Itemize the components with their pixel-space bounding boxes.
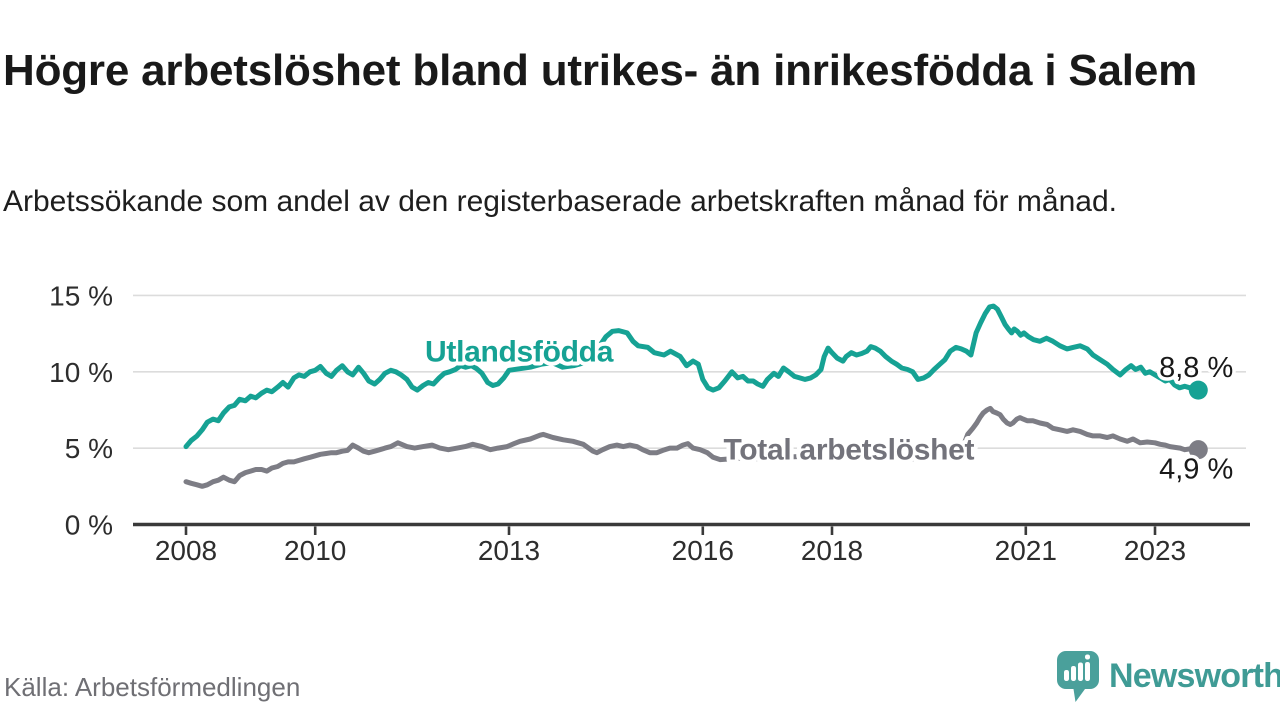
x-axis-label-2010: 2010 xyxy=(284,535,346,566)
end-value-label-total: 4,9 % xyxy=(1159,454,1233,486)
unemployment-line-chart: Utlandsfödda Total arbetslöshet 0 % 5 % 10 %… xyxy=(49,280,1250,566)
y-axis-label-10: 10 % xyxy=(49,357,113,388)
brand-name: Newsworthy xyxy=(1109,657,1280,695)
series-label-utlandsfodda: Utlandsfödda xyxy=(425,335,614,368)
page-subtitle: Arbetssökande som andel av den registerb… xyxy=(3,185,1117,218)
y-axis-label-0: 0 % xyxy=(65,510,113,541)
logo-bar-small xyxy=(1064,670,1069,681)
logo-exclamation-dot xyxy=(1085,654,1090,660)
end-value-label-utlandsfodda: 8,8 % xyxy=(1159,352,1233,384)
series-line-utlandsfodda xyxy=(183,303,1201,450)
x-axis-label-2016: 2016 xyxy=(672,535,734,566)
logo-bar-medium xyxy=(1071,666,1076,681)
logo-bar-large xyxy=(1078,662,1083,681)
page-title: Högre arbetslöshet bland utrikes- än inr… xyxy=(3,46,1198,96)
x-axis-label-2013: 2013 xyxy=(478,535,540,566)
end-dot-total xyxy=(1188,440,1208,460)
x-axis-label-2008: 2008 xyxy=(155,535,217,566)
x-axis-label-2023: 2023 xyxy=(1124,535,1186,566)
series-label-total: Total arbetslöshet xyxy=(723,434,974,467)
x-axis-label-2018: 2018 xyxy=(801,535,863,566)
end-dot-utlandsfodda xyxy=(1188,380,1208,400)
y-axis-label-5: 5 % xyxy=(65,433,113,464)
logo-exclamation-bar xyxy=(1085,662,1090,681)
x-axis-label-2021: 2021 xyxy=(995,535,1057,566)
newsworthy-logo: Newsworthy xyxy=(1056,650,1280,709)
y-axis-label-15: 15 % xyxy=(49,280,113,311)
series-line-total xyxy=(183,405,1201,489)
speech-bubble-bar-chart-icon xyxy=(1056,650,1100,709)
source-note: Källa: Arbetsförmedlingen xyxy=(4,672,301,702)
